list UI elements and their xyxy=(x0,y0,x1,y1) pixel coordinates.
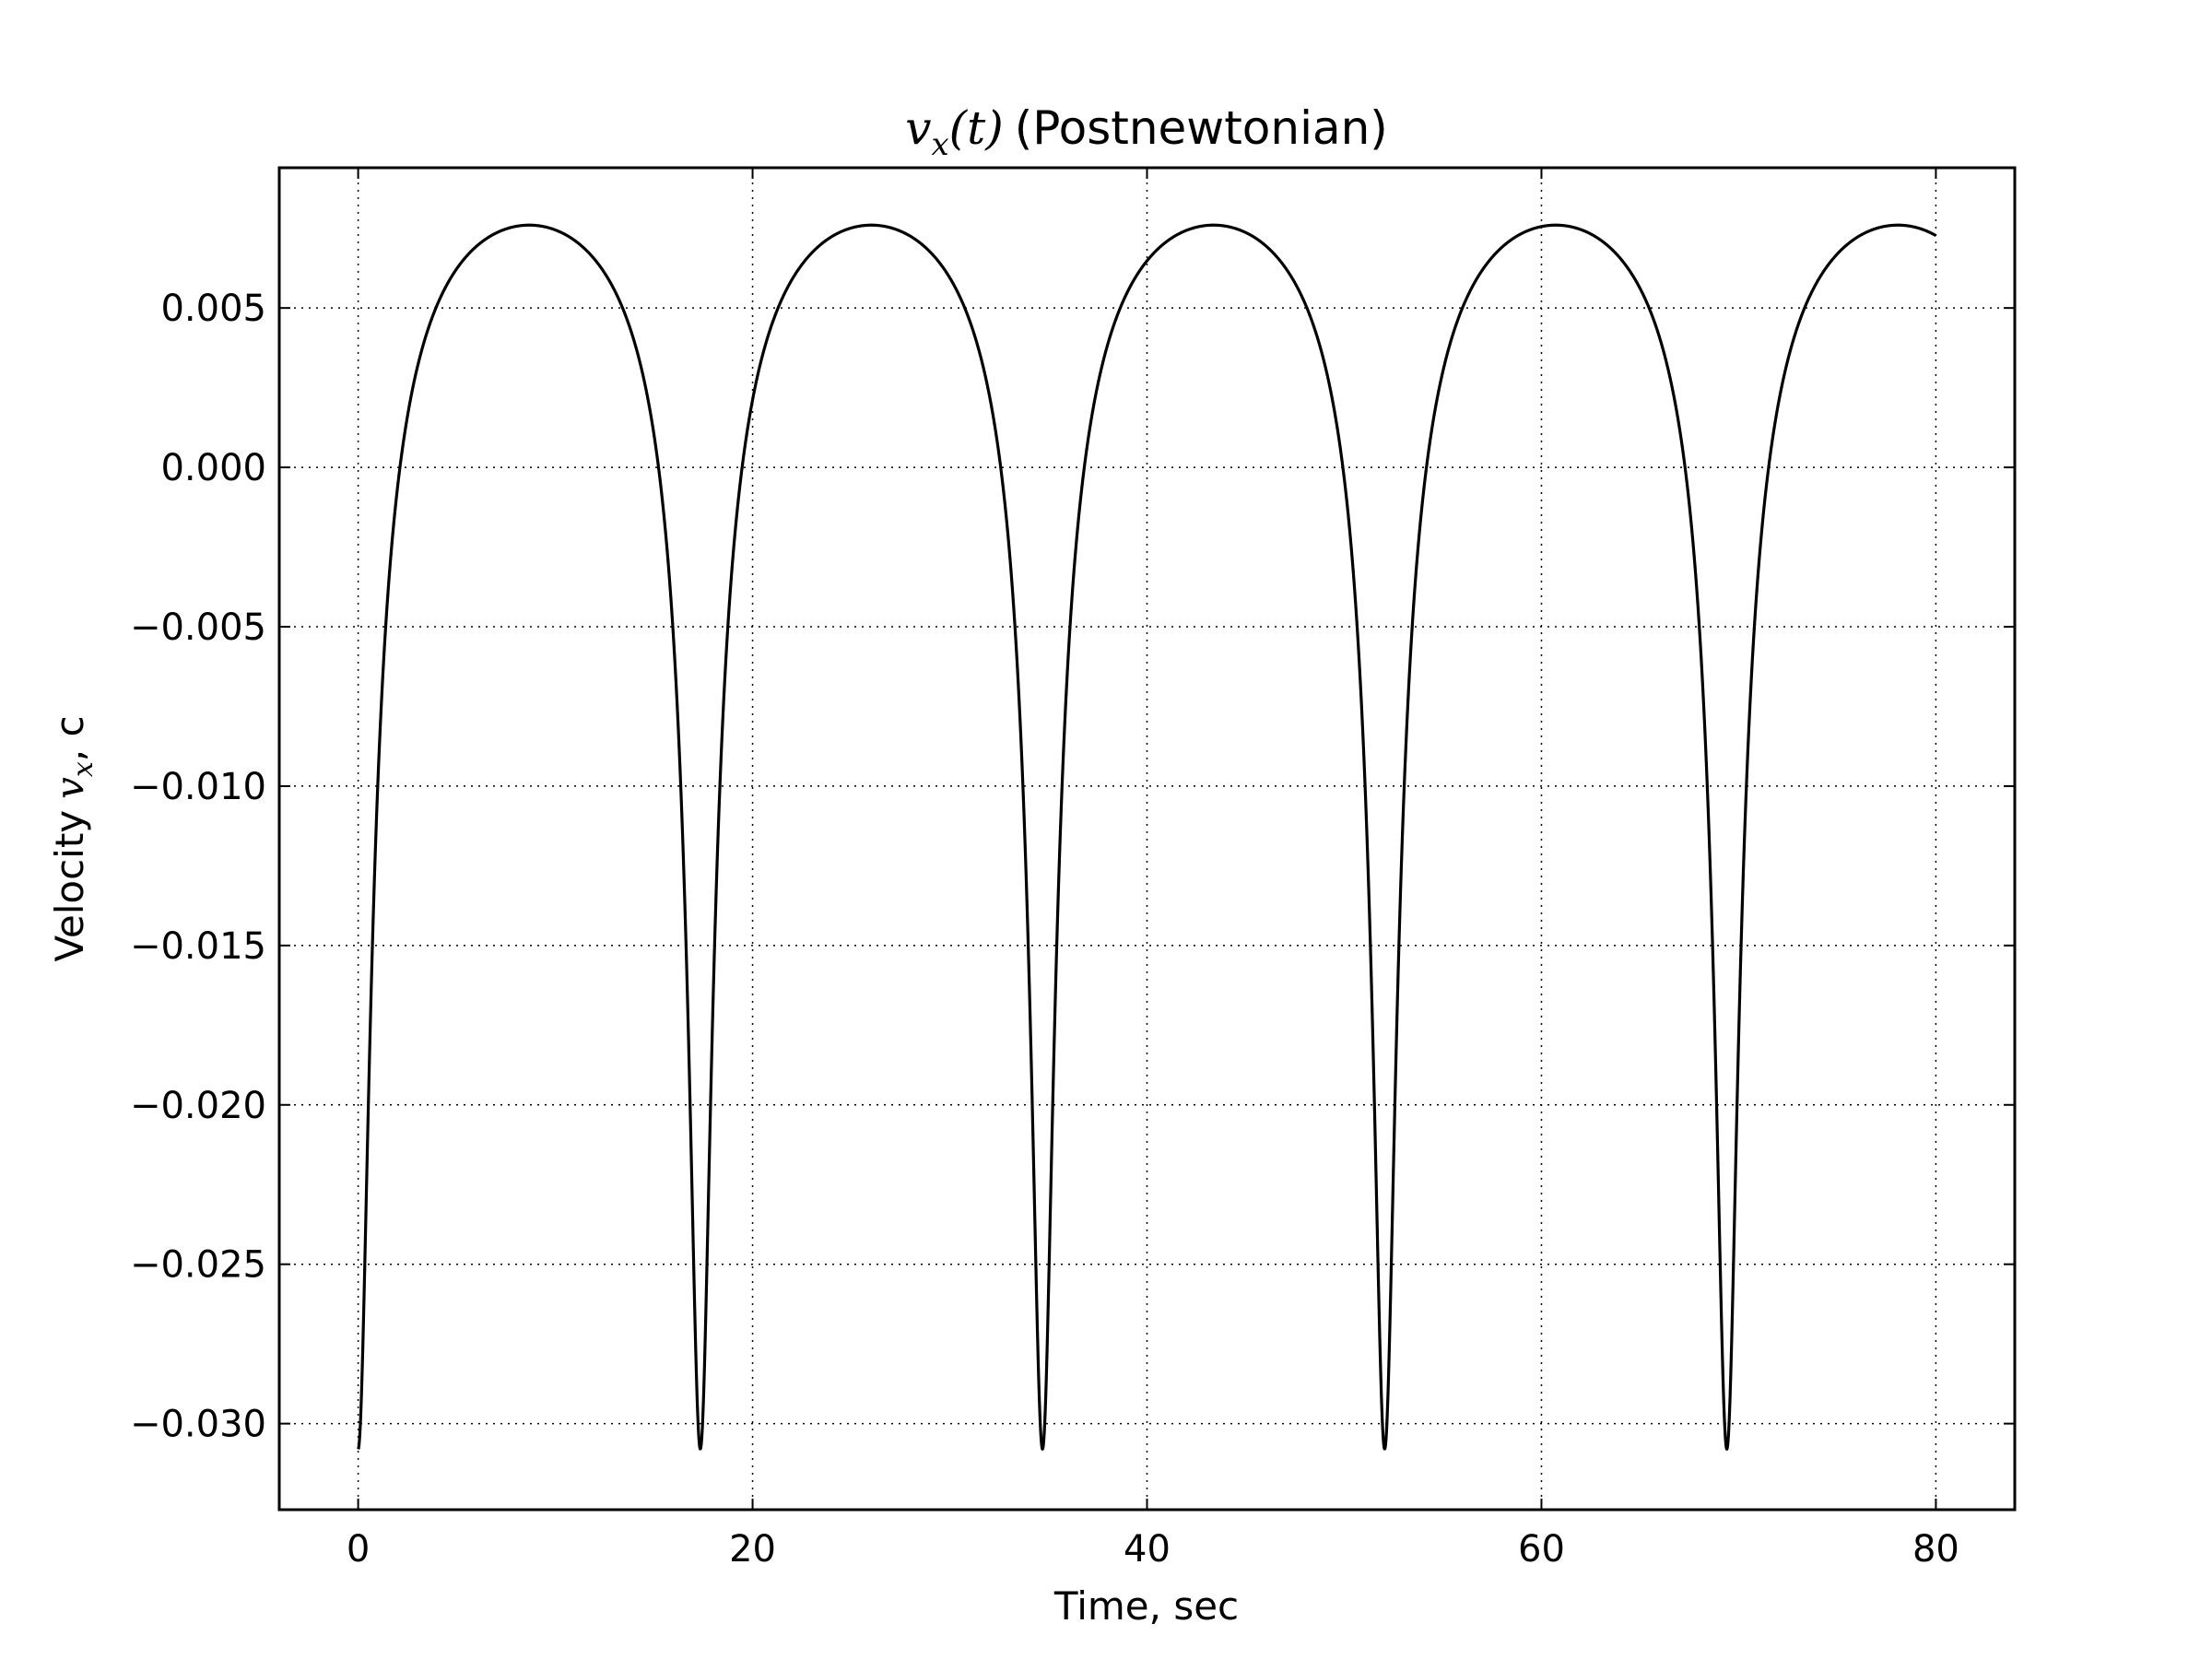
grid-layer xyxy=(279,168,2015,1510)
y-tick-label: −0.015 xyxy=(130,925,266,968)
x-tick-label: 40 xyxy=(1124,1528,1171,1571)
chart-title-text: (Postnewtonian) xyxy=(1015,101,1388,155)
y-tick-label: −0.020 xyxy=(130,1085,266,1127)
chart-title: vx(t) (Postnewtonian) xyxy=(905,101,1388,163)
x-tick-label: 80 xyxy=(1912,1528,1959,1571)
y-tick-label: −0.025 xyxy=(130,1244,266,1287)
y-axis-label-suffix: , c xyxy=(47,715,92,761)
series-layer xyxy=(357,223,1937,1451)
label-layer: vx(t) (Postnewtonian) Time, sec Velocityv… xyxy=(47,101,1388,1629)
y-axis-label-prefix: Velocity xyxy=(47,810,92,962)
y-tick-label: 0.005 xyxy=(160,288,266,330)
chart-title-arg: (t) xyxy=(949,101,1004,155)
y-tick-label: −0.030 xyxy=(130,1404,266,1446)
y-tick-label: −0.005 xyxy=(130,606,266,649)
x-tick-label: 20 xyxy=(729,1528,776,1571)
y-tick-label: 0.000 xyxy=(160,447,266,489)
y-axis-label-subscript: x xyxy=(67,761,100,777)
tick-layer: 0 20 40 60 80 0.005 0.000 −0.005 −0.010 −0.015 −0.… xyxy=(130,168,2015,1571)
chart-title-subscript: x xyxy=(931,126,948,163)
x-axis-label: Time, sec xyxy=(1053,1583,1239,1629)
x-tick-label: 0 xyxy=(347,1528,370,1571)
y-axis-label-symbol: v xyxy=(47,777,92,799)
x-tick-label: 60 xyxy=(1518,1528,1565,1571)
y-axis-label: Velocity vx, c xyxy=(47,715,100,961)
velocity-line xyxy=(357,223,1937,1451)
chart-title-symbol: v xyxy=(905,101,931,155)
y-tick-label: −0.010 xyxy=(130,766,266,808)
